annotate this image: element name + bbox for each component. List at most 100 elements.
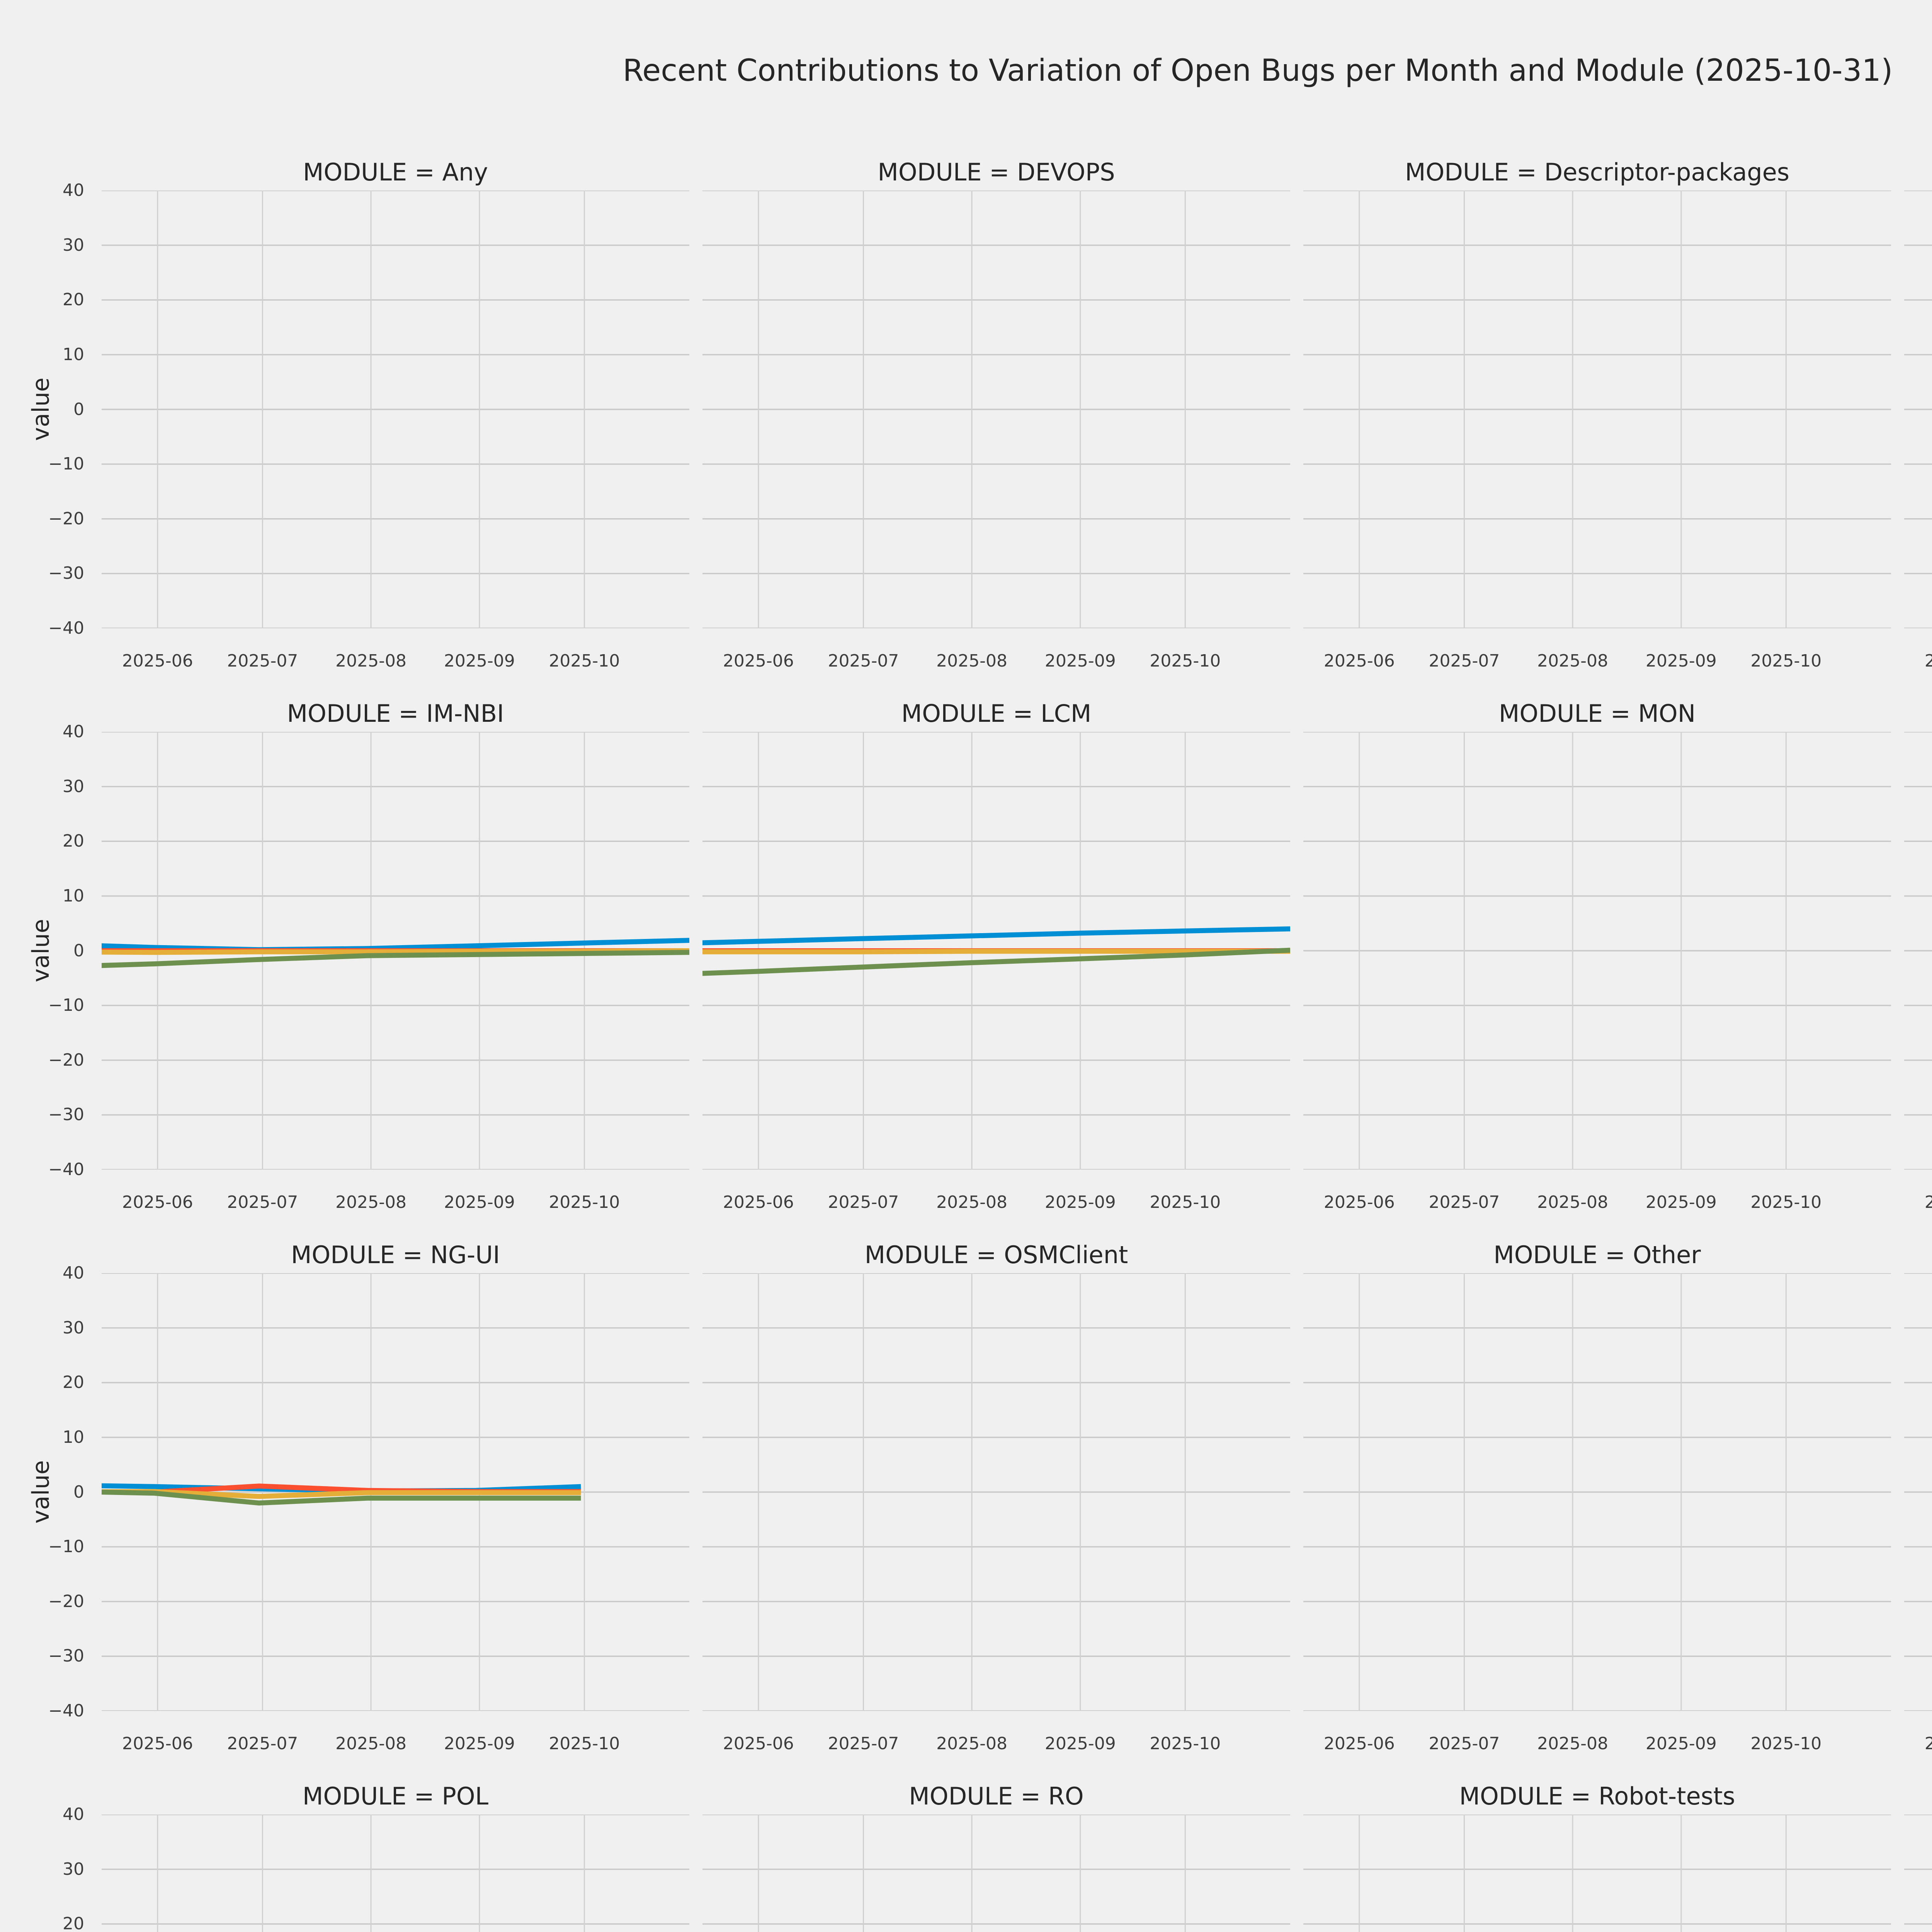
y-tick-label: −20 (48, 1050, 84, 1070)
facet-title: MODULE = POL (302, 1782, 489, 1810)
x-tick-label: 2025-07 (1429, 651, 1500, 671)
x-tick-label: 2025-10 (549, 1192, 620, 1212)
facet-title: MODULE = N2VC (1881, 699, 1932, 728)
facet-panel-n2vc: MODULE = N2VC2025-062025-072025-082025-0… (1904, 732, 1932, 1212)
facet-plot (102, 1815, 689, 1932)
x-tick-label: 2025-06 (122, 1192, 193, 1212)
y-tick-label: 0 (73, 399, 84, 419)
y-tick-label: −30 (48, 1105, 84, 1125)
y-tick-label: −20 (48, 1591, 84, 1611)
x-tick-label: 2025-06 (723, 1734, 794, 1753)
x-tick-label: 2025-06 (723, 1192, 794, 1212)
y-tick-label: 20 (63, 1372, 84, 1393)
y-tick-label: 40 (63, 1804, 84, 1824)
facet-title: MODULE = RO (909, 1782, 1084, 1810)
facet-title: MODULE = Documentation / Wiki (1881, 158, 1932, 186)
y-tick-label: 10 (63, 344, 84, 364)
y-tick-label: 10 (63, 1427, 84, 1447)
x-tick-label: 2025-09 (1645, 1734, 1717, 1753)
y-tick-label: −40 (48, 618, 84, 638)
x-tick-label: 2025-09 (444, 1192, 515, 1212)
x-tick-label: 2025-07 (1429, 1734, 1500, 1753)
facet-plot (702, 190, 1290, 628)
facet-title: MODULE = DEVOPS (878, 158, 1115, 186)
facet-title: MODULE = Robot-tests (1459, 1782, 1735, 1810)
facet-panel-descriptor-packages: MODULE = Descriptor-packages 2025-06 2025-… (1303, 158, 1891, 671)
x-tick-label: 2025-08 (1537, 1734, 1608, 1753)
x-tick-label: 2025-07 (227, 651, 298, 671)
facet-plot (1303, 1815, 1891, 1932)
y-tick-label: −20 (48, 509, 84, 529)
facet-panel-documentation-wiki: MODULE = Documentation / Wiki2025-062025… (1904, 190, 1932, 671)
y-tick-label: −30 (48, 1646, 84, 1666)
x-tick-label: 2025-09 (1044, 1192, 1116, 1212)
x-tick-label: 2025-07 (227, 1192, 298, 1212)
x-tick-label: 2025-10 (549, 651, 620, 671)
x-tick-label: 2025-09 (1645, 1192, 1717, 1212)
x-tick-label: 2025-08 (936, 1192, 1007, 1212)
y-tick-label: 10 (63, 886, 84, 906)
facet-plot (1303, 1273, 1891, 1711)
y-tick-label: 30 (63, 1859, 84, 1879)
series-line-closed (702, 947, 1290, 976)
x-tick-label: 2025-06 (122, 1734, 193, 1753)
facet-title: MODULE = LCM (901, 699, 1092, 728)
x-tick-label: 2025-06 (1323, 651, 1395, 671)
facet-plot (702, 732, 1290, 1170)
facet-panel-mon: MODULE = MON 2025-06 2025-07 2025-08 2025-09… (1303, 699, 1891, 1212)
x-tick-label: 2025-09 (444, 1734, 515, 1753)
series-line-closed (102, 1490, 581, 1506)
x-tick-label: 2025-07 (828, 651, 899, 671)
facet-panel-devops: MODULE = DEVOPS 2025-06 2025-07 2025-08 2025… (702, 158, 1290, 671)
y-tick-label: −30 (48, 563, 84, 583)
facet-plot (1904, 732, 1932, 1170)
x-tick-label: 2025-08 (1537, 1192, 1608, 1212)
facet-title: MODULE = IM-NBI (287, 699, 504, 728)
x-tick-label: 2025-08 (335, 1734, 406, 1753)
facet-panel-other: MODULE = Other 2025-06 2025-07 2025-08 2025-… (1303, 1241, 1891, 1753)
x-tick-label: 2025-10 (549, 1734, 620, 1753)
facet-panel-pol: MODULE = POL2025-062025-072025-082025-09… (63, 1782, 689, 1932)
facet-title: MODULE = Descriptor-packages (1405, 158, 1790, 186)
series-line-closed (102, 950, 689, 968)
figure-title: Recent Contributions to Variation of Ope… (622, 53, 1893, 88)
x-tick-label: 2025-06 (1323, 1734, 1395, 1753)
facet-panel-im-nbi: MODULE = IM-NBI 2025-06 2025-07 2025-08 2025… (27, 699, 689, 1212)
y-tick-label: −10 (48, 1537, 84, 1557)
x-tick-label: 2025-09 (1044, 651, 1116, 671)
x-tick-label: 2025-08 (1537, 651, 1608, 671)
x-tick-label: 2025-10 (1750, 1734, 1822, 1753)
y-tick-label: 30 (63, 235, 84, 255)
facet-title: MODULE = Other (1493, 1241, 1701, 1269)
y-axis-label: value (27, 919, 54, 982)
x-tick-label: 2025-08 (936, 1734, 1007, 1753)
y-tick-label: 40 (63, 180, 84, 200)
facet-panel-pla: MODULE = PLA2025-062025-072025-082025-09… (1904, 1273, 1932, 1753)
facet-plot (1904, 190, 1932, 628)
x-tick-label: 2025-06 (1323, 1192, 1395, 1212)
facet-panel-ro: MODULE = RO2025-062025-072025-082025-092… (702, 1782, 1290, 1932)
facet-plot (702, 1273, 1290, 1711)
series-line-opened (702, 926, 1290, 946)
series-line-false_closed (702, 949, 1290, 954)
facet-title: MODULE = PLA (1881, 1241, 1932, 1269)
x-tick-label: 2025-08 (936, 651, 1007, 671)
facet-title: MODULE = Unknown (1881, 1782, 1932, 1810)
x-tick-label: 2025-07 (227, 1734, 298, 1753)
y-tick-label: 20 (63, 831, 84, 851)
x-tick-label: 2025-10 (1150, 1734, 1221, 1753)
x-tick-label: 2025-06 (723, 651, 794, 671)
x-tick-label: 2025-08 (335, 651, 406, 671)
facet-plot (102, 190, 689, 628)
y-tick-label: −40 (48, 1701, 84, 1721)
facet-title: MODULE = OSMClient (864, 1241, 1128, 1269)
facet-title: MODULE = MON (1498, 699, 1696, 728)
x-tick-label: 2025-07 (828, 1734, 899, 1753)
facet-plot (1904, 1273, 1932, 1711)
x-tick-label: 2025-10 (1150, 1192, 1221, 1212)
facet-title: MODULE = NG-UI (291, 1241, 500, 1269)
y-tick-label: −40 (48, 1160, 84, 1179)
y-tick-label: 0 (73, 1482, 84, 1502)
x-tick-label: 2025-10 (1150, 651, 1221, 671)
x-tick-label: 2025-10 (1750, 1192, 1822, 1212)
